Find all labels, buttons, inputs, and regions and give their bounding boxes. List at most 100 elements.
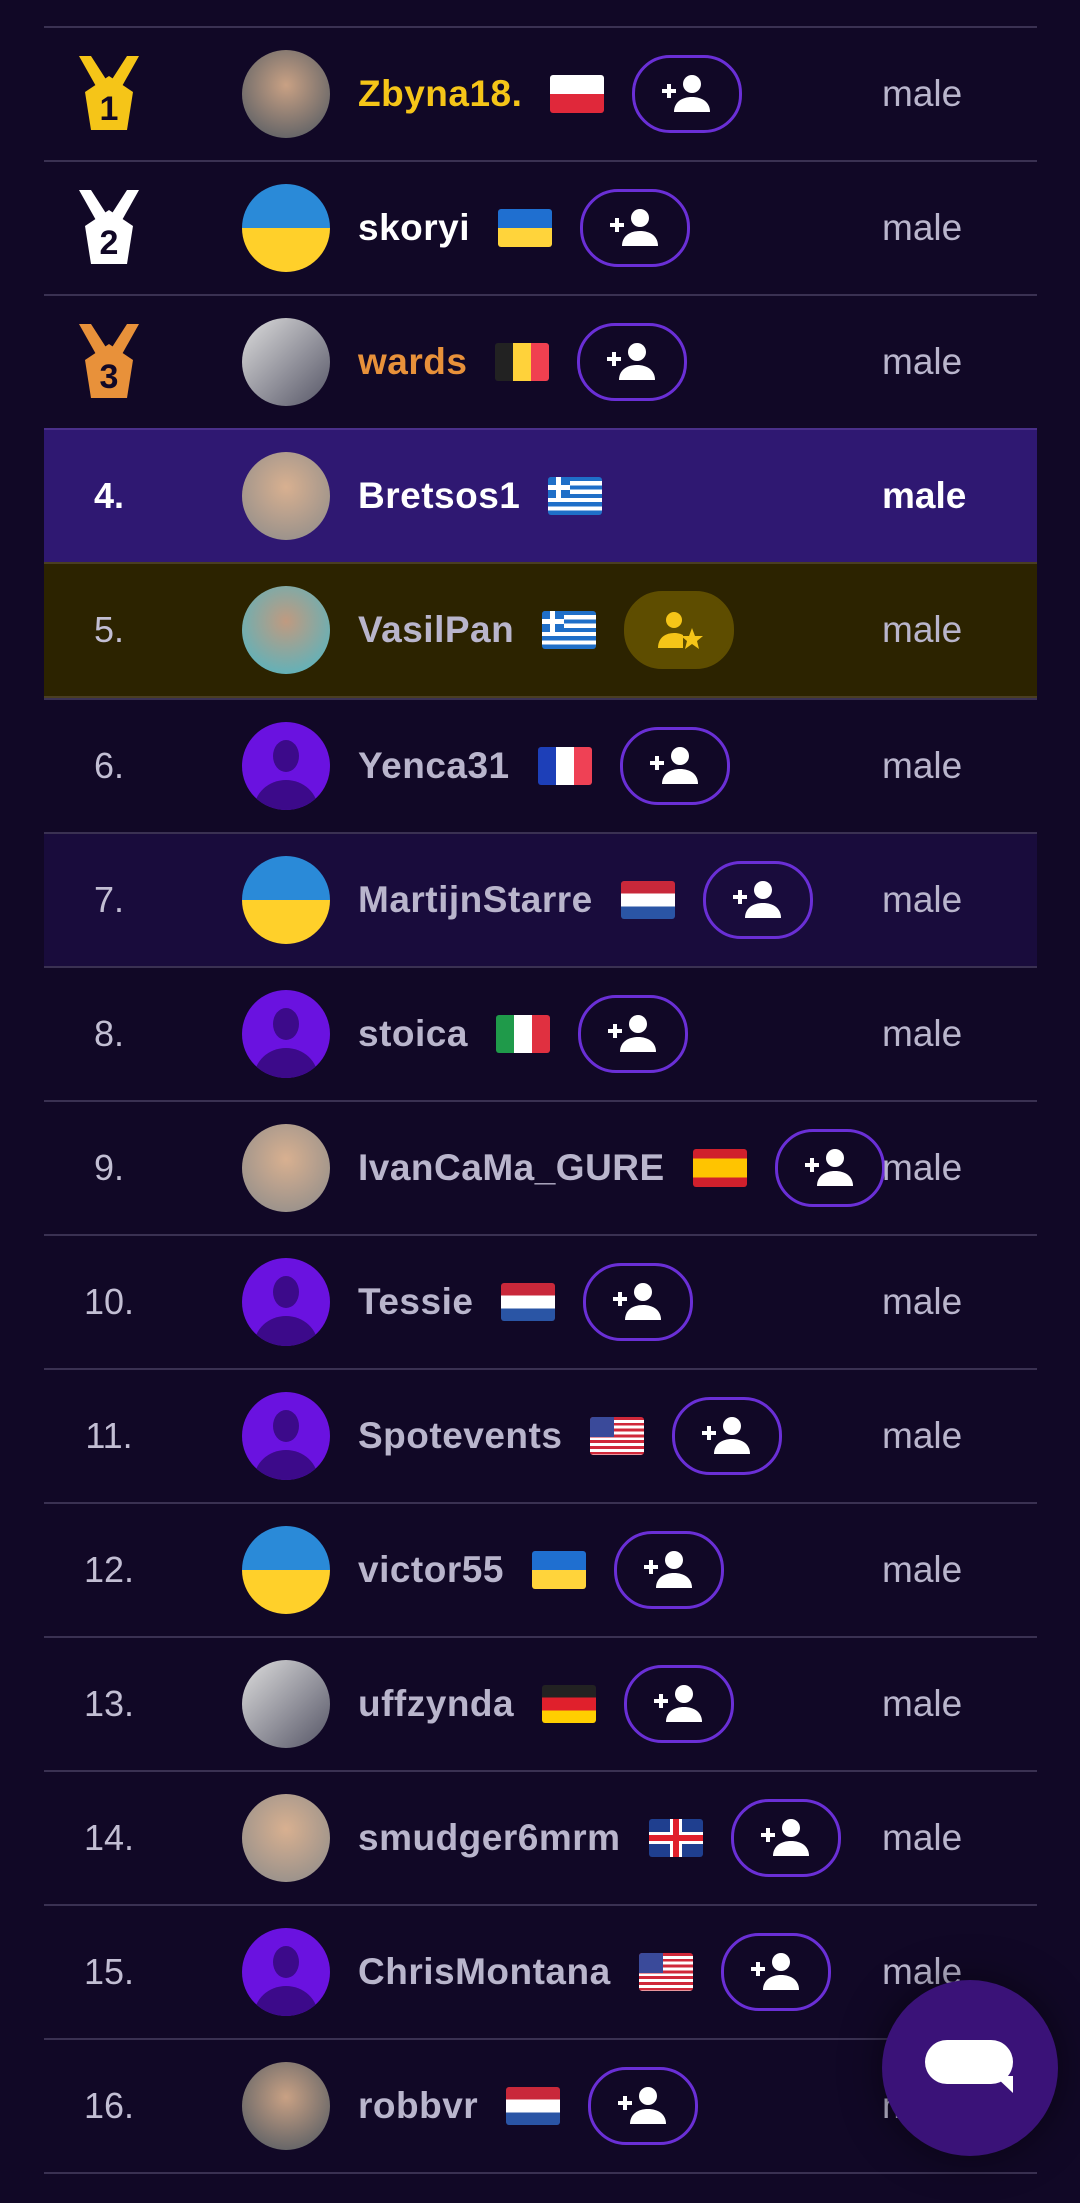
username[interactable]: ChrisMontana <box>358 1951 611 1992</box>
avatar[interactable] <box>242 452 330 540</box>
flag-nl-icon <box>506 2087 561 2125</box>
username[interactable]: smudger6mrm <box>358 1817 621 1858</box>
add-friend-button[interactable] <box>624 1665 735 1743</box>
username[interactable]: victor55 <box>358 1549 504 1590</box>
avatar[interactable] <box>242 1258 330 1346</box>
person-add-icon <box>804 1149 853 1186</box>
chat-button[interactable] <box>882 1980 1058 2156</box>
avatar[interactable] <box>242 1660 330 1748</box>
gold-medal-icon: 1 <box>79 56 139 130</box>
flag-gr-icon <box>542 611 597 649</box>
leaderboard-row[interactable]: 1 Zbyna18. male <box>44 26 1037 160</box>
username[interactable]: IvanCaMa_GURE <box>358 1147 665 1188</box>
rank-number: 12. <box>83 1549 135 1590</box>
avatar[interactable] <box>242 1526 330 1614</box>
avatar[interactable] <box>242 586 330 674</box>
gender: male <box>882 1549 963 1590</box>
username[interactable]: uffzynda <box>358 1683 515 1724</box>
avatar[interactable] <box>242 722 330 810</box>
gender: male <box>882 1013 963 1054</box>
rank: 6. <box>64 700 154 832</box>
rank: 4. <box>64 430 154 562</box>
avatar[interactable] <box>242 990 330 1078</box>
leaderboard-row[interactable]: 13. uffzynda male <box>44 1636 1037 1770</box>
avatar[interactable] <box>242 184 330 272</box>
username[interactable]: Bretsos1 <box>358 475 521 516</box>
gender: male <box>882 73 963 114</box>
add-friend-button[interactable] <box>588 2067 699 2145</box>
username[interactable]: Tessie <box>358 1281 474 1322</box>
person-add-icon <box>643 1551 692 1588</box>
add-friend-button[interactable] <box>583 1263 694 1341</box>
leaderboard-row[interactable]: 4. Bretsos1 male <box>44 428 1037 562</box>
leaderboard-row[interactable]: 5. VasilPan male <box>44 562 1037 698</box>
rank: 14. <box>64 1772 154 1904</box>
username[interactable]: VasilPan <box>358 609 515 650</box>
avatar[interactable] <box>242 1124 330 1212</box>
username[interactable]: Zbyna18. <box>358 73 523 114</box>
avatar[interactable] <box>242 1392 330 1480</box>
avatar[interactable] <box>242 50 330 138</box>
rank: 12. <box>64 1504 154 1636</box>
add-friend-button[interactable] <box>672 1397 783 1475</box>
flag-cz-icon <box>550 75 605 113</box>
silver-medal-icon: 2 <box>79 190 139 264</box>
username[interactable]: Spotevents <box>358 1415 563 1456</box>
username[interactable]: skoryi <box>358 207 471 248</box>
rank: 8. <box>64 968 154 1100</box>
add-friend-button[interactable] <box>632 55 743 133</box>
leaderboard-row[interactable]: 15. ChrisMontana male <box>44 1904 1037 2038</box>
leaderboard-row[interactable]: 12. victor55 male <box>44 1502 1037 1636</box>
leaderboard-row[interactable]: 10. Tessie male <box>44 1234 1037 1368</box>
avatar[interactable] <box>242 1928 330 2016</box>
leaderboard-row[interactable]: 8. stoica male <box>44 966 1037 1100</box>
add-friend-button[interactable] <box>730 1799 841 1877</box>
leaderboard-row[interactable]: 16. robbvr male <box>44 2038 1037 2174</box>
rank-number: 13. <box>83 1683 135 1724</box>
gender: male <box>882 879 963 920</box>
person-add-icon <box>607 343 656 380</box>
default-avatar-icon <box>254 1008 318 1078</box>
leaderboard-row[interactable]: 9. IvanCaMa_GURE male <box>44 1100 1037 1234</box>
chat-bubble-icon <box>925 2040 1013 2093</box>
username[interactable]: wards <box>358 341 468 382</box>
avatar[interactable] <box>242 318 330 406</box>
add-friend-button[interactable] <box>619 727 730 805</box>
person-add-icon <box>760 1819 809 1856</box>
add-friend-button[interactable] <box>702 861 813 939</box>
avatar[interactable] <box>242 856 330 944</box>
add-friend-button[interactable] <box>613 1531 724 1609</box>
default-avatar-icon <box>254 1946 318 2016</box>
flag-nl-icon <box>620 881 675 919</box>
favorite-friend-button[interactable] <box>624 591 735 669</box>
svg-text:1: 1 <box>100 90 119 128</box>
rank-number: 16. <box>83 2085 135 2126</box>
rank-number: 15. <box>83 1951 135 1992</box>
add-friend-button[interactable] <box>720 1933 831 2011</box>
leaderboard-row[interactable]: 3 wards male <box>44 294 1037 428</box>
flag-gr-icon <box>548 477 603 515</box>
gender: male <box>882 1683 963 1724</box>
add-friend-button[interactable] <box>774 1129 885 1207</box>
person-add-icon <box>607 1015 656 1052</box>
username[interactable]: MartijnStarre <box>358 879 593 920</box>
leaderboard-row[interactable]: 11. Spotevents male <box>44 1368 1037 1502</box>
leaderboard-row[interactable]: 7. MartijnStarre male <box>44 832 1037 966</box>
rank: 10. <box>64 1236 154 1368</box>
rank: 5. <box>64 564 154 696</box>
add-friend-button[interactable] <box>577 995 688 1073</box>
leaderboard-row[interactable]: 14. smudger6mrm male <box>44 1770 1037 1904</box>
avatar[interactable] <box>242 2062 330 2150</box>
username[interactable]: robbvr <box>358 2085 479 2126</box>
add-friend-button[interactable] <box>577 323 688 401</box>
avatar[interactable] <box>242 1794 330 1882</box>
flag-gb-icon <box>648 1819 703 1857</box>
add-friend-button[interactable] <box>580 189 691 267</box>
flag-fr-icon <box>537 747 592 785</box>
rank-number: 11. <box>85 1415 133 1456</box>
flag-ua-icon <box>498 209 553 247</box>
leaderboard-row[interactable]: 2 skoryi male <box>44 160 1037 294</box>
leaderboard-row[interactable]: 6. Yenca31 male <box>44 698 1037 832</box>
username[interactable]: Yenca31 <box>358 745 510 786</box>
username[interactable]: stoica <box>358 1013 468 1054</box>
